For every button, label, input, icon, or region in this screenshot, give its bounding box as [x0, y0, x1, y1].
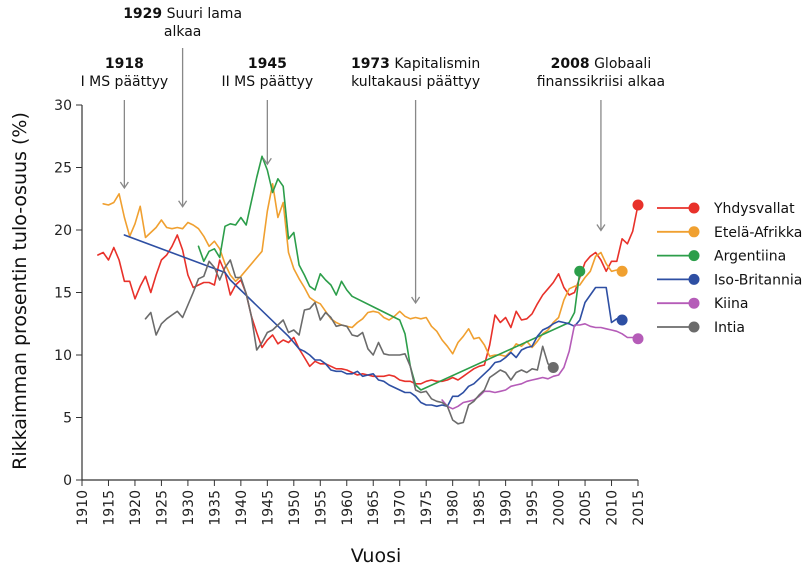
legend-marker-2	[688, 226, 700, 238]
legend-label-2: Etelä-Afrikka	[714, 225, 802, 241]
x-tick-label: 1980	[446, 490, 462, 526]
annotations: 1918 I MS päättyy 1929 Suuri lama alkaa 1945…	[81, 6, 665, 305]
annotation-line-1929: Suuri lama	[162, 6, 242, 22]
annotation-text-2008: 2008 Globaali	[551, 56, 652, 72]
x-tick-label: 1915	[101, 490, 117, 526]
series-end-marker-3	[574, 265, 586, 277]
x-tick-label: 1990	[499, 490, 515, 526]
annotation-line-1973: kultakausi päättyy	[351, 74, 480, 90]
annotation-line-1918: I MS päättyy	[81, 74, 169, 90]
legend-label-3: Argentiina	[714, 249, 786, 265]
axes: 0 5 10 15 20 25 30 1910 1915 1920 1925 1930 1935 1940…	[54, 98, 647, 526]
y-axis-title: Rikkaimman prosentin tulo-osuus (%)	[9, 112, 31, 470]
annotation-year-1929: 1929	[123, 6, 162, 22]
series-line-4	[123, 234, 623, 408]
series-line-6	[144, 259, 555, 425]
legend-marker-3	[688, 250, 700, 262]
series-end-marker-2	[616, 265, 628, 277]
x-tick-label: 1975	[419, 490, 435, 526]
annotation-line-1929: alkaa	[164, 24, 202, 40]
x-tick-label: 2005	[578, 490, 594, 526]
legend-marker-1	[688, 202, 700, 214]
x-tick-label: 1950	[287, 490, 303, 526]
end-markers	[547, 199, 644, 373]
y-tick-label: 15	[54, 286, 72, 302]
y-tick-label: 5	[63, 411, 72, 427]
series-end-marker-5	[632, 333, 644, 345]
x-tick-label: 1965	[366, 490, 382, 526]
legend-label-4: Iso-Britannia	[714, 272, 802, 288]
x-tick-label: 1995	[525, 490, 541, 526]
annotation-text-1929: 1929 Suuri lama	[123, 6, 242, 22]
series-line-1	[97, 204, 639, 385]
series-end-marker-4	[616, 314, 628, 326]
x-tick-label: 1960	[340, 490, 356, 526]
y-tick-label: 25	[54, 161, 72, 177]
annotation-line-1945: II MS päättyy	[221, 74, 313, 90]
x-tick-label: 2000	[552, 490, 568, 526]
series-layer	[97, 155, 639, 425]
annotation-text-1945: 1945	[248, 56, 287, 72]
x-tick-label: 1910	[75, 490, 91, 526]
legend-marker-4	[688, 273, 700, 285]
legend-label-5: Kiina	[714, 296, 748, 312]
annotation-text-1918: 1918	[105, 56, 144, 72]
x-tick-label: 1935	[207, 490, 223, 526]
legend: Yhdysvallat Etelä-Afrikka Argentiina Iso-Br…	[657, 201, 802, 336]
annotation-year-1973: 1973	[351, 56, 390, 72]
x-tick-label: 1985	[472, 490, 488, 526]
legend-marker-5	[688, 297, 700, 309]
x-tick-label: 2015	[631, 490, 647, 526]
series-end-marker-6	[547, 362, 559, 373]
x-tick-label: 1925	[154, 490, 170, 526]
y-tick-label: 20	[54, 223, 72, 239]
series-end-marker-1	[632, 199, 644, 211]
x-tick-label: 1955	[313, 490, 329, 526]
annotation-line-2008: Globaali	[590, 56, 652, 72]
annotation-year-1918: 1918	[105, 56, 144, 72]
x-tick-label: 1940	[234, 490, 250, 526]
annotation-line-1973: Kapitalismin	[390, 56, 480, 72]
x-tick-label: 1945	[260, 490, 276, 526]
legend-marker-6	[688, 321, 700, 333]
x-tick-label: 2010	[605, 490, 621, 526]
annotation-year-1945: 1945	[248, 56, 287, 72]
series-line-2	[102, 183, 623, 358]
annotation-year-2008: 2008	[551, 56, 590, 72]
x-tick-label: 1920	[128, 490, 144, 526]
x-axis-title: Vuosi	[351, 545, 402, 567]
x-tick-label: 1970	[393, 490, 409, 526]
series-line-3	[197, 155, 581, 391]
legend-label-6: Intia	[714, 320, 745, 336]
annotation-line-2008: finanssikriisi alkaa	[537, 74, 665, 90]
y-tick-label: 0	[63, 473, 72, 489]
y-tick-label: 30	[54, 98, 72, 114]
y-tick-label: 10	[54, 348, 72, 364]
annotation-text-1973: 1973 Kapitalismin	[351, 56, 480, 72]
legend-label-1: Yhdysvallat	[713, 201, 795, 217]
x-tick-label: 1930	[181, 490, 197, 526]
